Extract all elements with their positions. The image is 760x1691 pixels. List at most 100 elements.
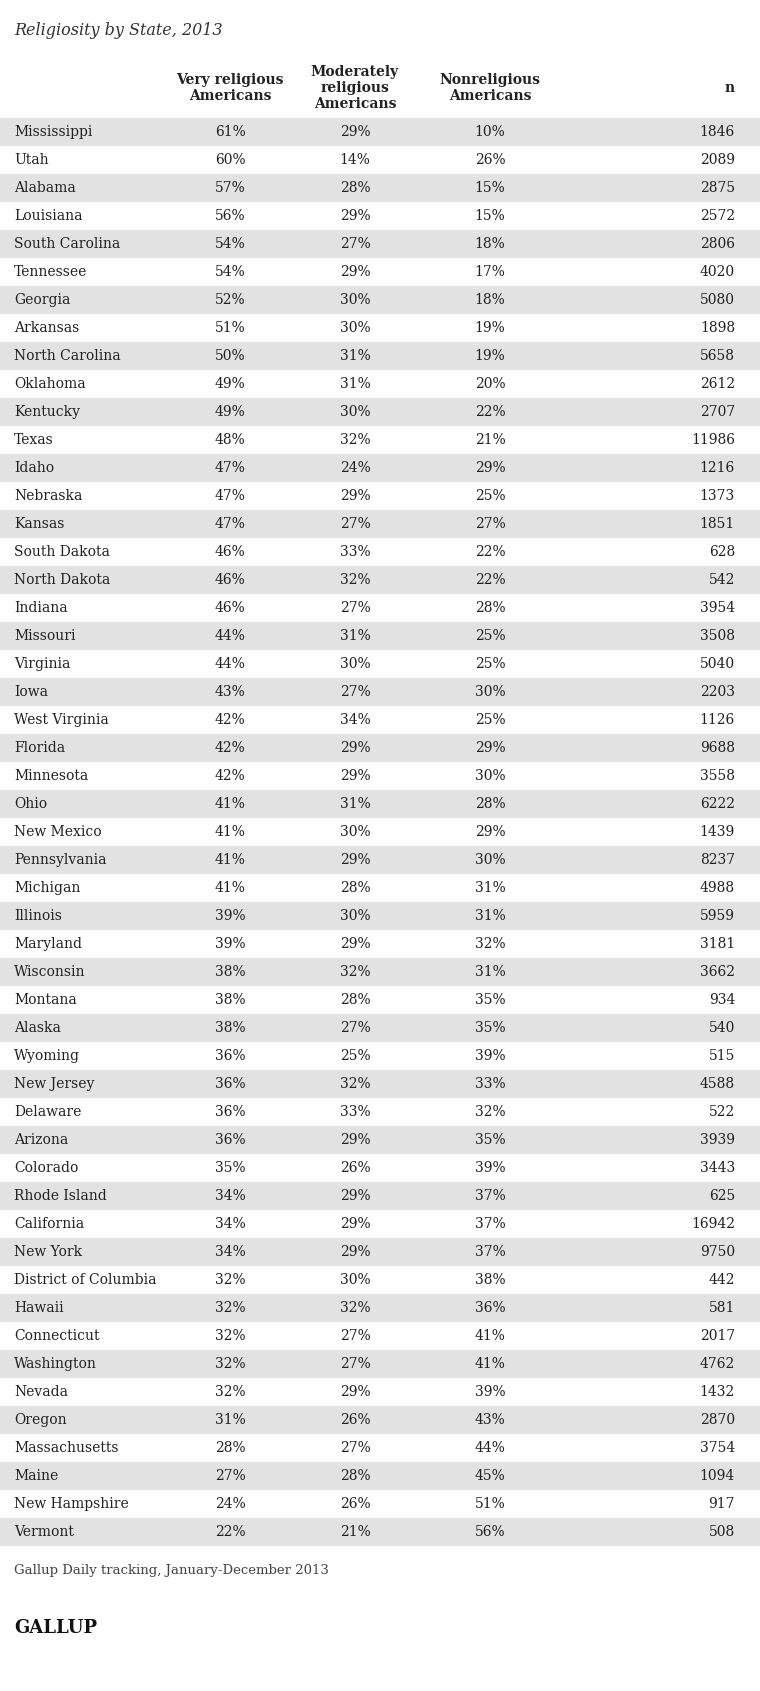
Text: 39%: 39%: [214, 937, 245, 950]
Text: Utah: Utah: [14, 152, 49, 167]
Text: 27%: 27%: [340, 600, 370, 616]
Bar: [0, 930, 760, 959]
Text: 29%: 29%: [475, 462, 505, 475]
Text: 4762: 4762: [700, 1356, 735, 1371]
Text: 5658: 5658: [700, 348, 735, 364]
Text: 29%: 29%: [340, 769, 370, 783]
Text: 4020: 4020: [700, 265, 735, 279]
Text: 20%: 20%: [475, 377, 505, 391]
Bar: [0, 1405, 760, 1434]
Text: 42%: 42%: [214, 714, 245, 727]
Bar: [0, 1211, 760, 1238]
Bar: [0, 678, 760, 707]
Text: Tennessee: Tennessee: [14, 265, 87, 279]
Bar: [0, 1267, 760, 1294]
Text: Vermont: Vermont: [14, 1525, 74, 1539]
Text: 51%: 51%: [475, 1497, 505, 1512]
Text: 36%: 36%: [214, 1104, 245, 1119]
Text: 26%: 26%: [340, 1162, 370, 1175]
Text: West Virginia: West Virginia: [14, 714, 109, 727]
Text: 35%: 35%: [475, 993, 505, 1008]
Text: 32%: 32%: [214, 1356, 245, 1371]
Bar: [0, 1097, 760, 1126]
Bar: [0, 397, 760, 426]
Text: 46%: 46%: [214, 573, 245, 587]
Text: 25%: 25%: [475, 658, 505, 671]
Bar: [0, 763, 760, 790]
Text: 28%: 28%: [214, 1441, 245, 1454]
Bar: [0, 1490, 760, 1519]
Text: New Hampshire: New Hampshire: [14, 1497, 128, 1512]
Text: 29%: 29%: [340, 489, 370, 502]
Bar: [0, 790, 760, 818]
Text: Montana: Montana: [14, 993, 77, 1008]
Text: 3954: 3954: [700, 600, 735, 616]
Text: 47%: 47%: [214, 517, 245, 531]
Text: GALLUP: GALLUP: [14, 1618, 97, 1637]
Text: 44%: 44%: [214, 658, 245, 671]
Text: 36%: 36%: [475, 1300, 505, 1316]
Bar: [0, 342, 760, 370]
Text: 33%: 33%: [340, 545, 370, 560]
Bar: [0, 1322, 760, 1349]
Text: 41%: 41%: [214, 881, 245, 895]
Text: 32%: 32%: [475, 1104, 505, 1119]
Bar: [0, 734, 760, 763]
Text: 4588: 4588: [700, 1077, 735, 1091]
Text: New Jersey: New Jersey: [14, 1077, 94, 1091]
Text: Religiosity by State, 2013: Religiosity by State, 2013: [14, 22, 223, 39]
Text: 42%: 42%: [214, 769, 245, 783]
Text: 32%: 32%: [340, 1077, 370, 1091]
Text: 24%: 24%: [340, 462, 370, 475]
Bar: [0, 1434, 760, 1463]
Text: 28%: 28%: [475, 600, 505, 616]
Text: 29%: 29%: [340, 1245, 370, 1260]
Text: 31%: 31%: [475, 966, 505, 979]
Text: 25%: 25%: [475, 714, 505, 727]
Text: 38%: 38%: [214, 1021, 245, 1035]
Bar: [0, 1294, 760, 1322]
Text: Maine: Maine: [14, 1469, 59, 1483]
Text: 3443: 3443: [700, 1162, 735, 1175]
Bar: [0, 649, 760, 678]
Text: 28%: 28%: [475, 796, 505, 812]
Bar: [0, 1378, 760, 1405]
Text: 37%: 37%: [475, 1218, 505, 1231]
Text: 61%: 61%: [214, 125, 245, 139]
Bar: [0, 315, 760, 342]
Text: 39%: 39%: [475, 1385, 505, 1398]
Text: 19%: 19%: [475, 348, 505, 364]
Bar: [0, 707, 760, 734]
Text: 39%: 39%: [475, 1162, 505, 1175]
Text: 32%: 32%: [214, 1300, 245, 1316]
Text: 30%: 30%: [340, 1273, 370, 1287]
Text: 2572: 2572: [700, 210, 735, 223]
Text: 36%: 36%: [214, 1077, 245, 1091]
Text: Nevada: Nevada: [14, 1385, 68, 1398]
Text: Pennsylvania: Pennsylvania: [14, 852, 106, 867]
Text: 917: 917: [708, 1497, 735, 1512]
Text: 1898: 1898: [700, 321, 735, 335]
Text: Delaware: Delaware: [14, 1104, 81, 1119]
Text: 60%: 60%: [214, 152, 245, 167]
Text: 934: 934: [708, 993, 735, 1008]
Text: Florida: Florida: [14, 741, 65, 754]
Text: Maryland: Maryland: [14, 937, 82, 950]
Text: 38%: 38%: [214, 966, 245, 979]
Bar: [0, 1349, 760, 1378]
Text: 32%: 32%: [475, 937, 505, 950]
Text: 22%: 22%: [475, 406, 505, 419]
Text: 31%: 31%: [340, 348, 370, 364]
Bar: [0, 538, 760, 566]
Text: 16942: 16942: [691, 1218, 735, 1231]
Text: 2806: 2806: [700, 237, 735, 250]
Bar: [0, 1238, 760, 1267]
Bar: [0, 566, 760, 594]
Text: 31%: 31%: [340, 629, 370, 643]
Bar: [0, 201, 760, 230]
Text: Massachusetts: Massachusetts: [14, 1441, 119, 1454]
Text: Oregon: Oregon: [14, 1414, 67, 1427]
Text: 48%: 48%: [214, 433, 245, 446]
Text: 29%: 29%: [340, 125, 370, 139]
Text: 46%: 46%: [214, 600, 245, 616]
